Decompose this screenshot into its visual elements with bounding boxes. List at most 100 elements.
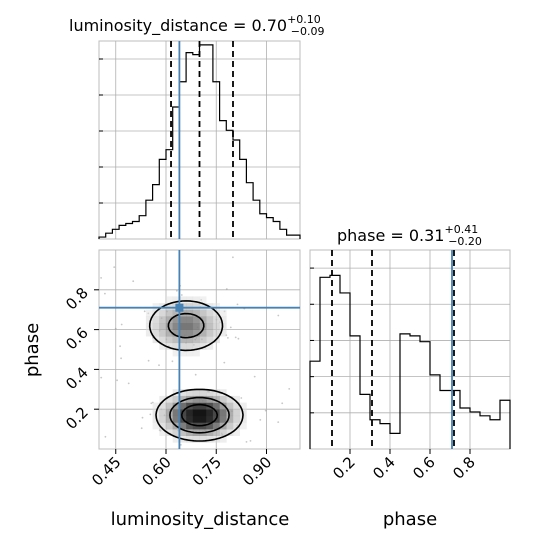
joint-density-cell <box>192 323 200 330</box>
joint-scatter-point <box>119 345 121 348</box>
joint-density-cell <box>172 329 180 337</box>
joint-density-cell <box>179 389 187 397</box>
joint-scatter-point <box>200 299 203 301</box>
joint-scatter-point <box>140 427 143 430</box>
joint-density-cell <box>166 323 173 330</box>
joint-density-cell <box>199 415 207 423</box>
joint-density-cell <box>212 429 220 436</box>
joint-density-cell <box>192 389 200 397</box>
joint-scatter-point <box>277 314 280 317</box>
phase-hist-frame <box>309 249 511 450</box>
ph-title-plus: +0.41 <box>444 223 478 236</box>
joint-density-cell <box>212 323 220 330</box>
joint-xtick-label-1: 0.60 <box>138 453 174 489</box>
joint-density-cell <box>199 402 207 410</box>
phase-hist-step <box>309 274 511 449</box>
joint-scatter-point <box>245 441 248 443</box>
phase-xtick-label-1: 0.4 <box>369 453 399 483</box>
joint-density-cell <box>166 329 173 337</box>
joint-scatter-point <box>194 373 197 376</box>
ph-title-param: phase <box>337 226 385 245</box>
phase-xtick-label-2: 0.6 <box>409 453 439 483</box>
joint-scatter-point <box>114 327 117 330</box>
joint-density-cell <box>166 402 173 410</box>
joint-density-cell <box>239 422 247 430</box>
joint-density-cell <box>159 309 167 317</box>
joint-density-cell <box>192 409 200 417</box>
joint-xtick-label-2: 0.75 <box>189 453 225 489</box>
joint-scatter-point <box>223 310 226 313</box>
joint-density-cell <box>226 402 234 410</box>
joint-scatter-point <box>104 435 107 438</box>
joint-density-cell <box>159 415 167 423</box>
joint-density-cell <box>199 296 207 304</box>
joint-density-cell <box>172 395 180 403</box>
joint-scatter-point <box>150 402 153 405</box>
joint-density-cell <box>159 422 167 430</box>
ld-title-eq: = <box>228 16 252 35</box>
joint-density-cell <box>219 435 227 443</box>
phase-xtick-label-0: 0.2 <box>329 453 359 483</box>
joint-density-cell <box>166 303 173 310</box>
joint-scatter-point <box>240 397 243 399</box>
joint-density-cell <box>172 349 180 357</box>
phase-x-axis-label: phase <box>383 509 437 530</box>
joint-scatter-point <box>259 419 262 421</box>
joint-density-cell <box>206 316 214 324</box>
phase-hist-panel: 0.2 0.4 0.6 0.8 phase = 0.31+0.41 −0.20 phas… <box>309 223 511 530</box>
joint-contour-1 <box>167 312 230 434</box>
joint-scatter-point <box>277 421 280 423</box>
joint-density-cell <box>186 422 194 430</box>
joint-density-cell <box>166 309 173 317</box>
joint-scatter-point <box>158 364 160 367</box>
joint-ytick-label-0: 0.2 <box>62 403 92 433</box>
joint-density-cell <box>233 409 240 417</box>
joint-density-cell <box>159 429 167 436</box>
joint-density-cell <box>152 309 160 317</box>
joint-density-cell <box>199 309 207 317</box>
joint-density-cell <box>152 316 160 324</box>
joint-density-cell <box>179 402 187 410</box>
joint-density-cell <box>219 429 227 436</box>
joint-density-cell <box>172 415 180 423</box>
joint-scatter-point <box>237 337 240 340</box>
joint-density-cell <box>186 349 194 357</box>
joint-scatter-point <box>113 266 116 268</box>
ld-hist-step <box>98 44 301 239</box>
joint-ytick-label-1: 0.4 <box>62 364 92 394</box>
ph-title-minus: −0.20 <box>448 235 482 248</box>
joint-density-cell <box>159 316 167 324</box>
joint-contour-0 <box>148 300 244 442</box>
joint-density-cell <box>219 402 227 410</box>
joint-density-cell <box>166 336 173 344</box>
joint-scatter-point <box>180 294 183 296</box>
phase-xtick-label-3: 0.8 <box>449 453 479 483</box>
joint-density-cell <box>199 435 207 443</box>
joint-density-cell <box>233 395 240 403</box>
ld-hist-marks <box>98 41 301 239</box>
joint-density-cell <box>206 389 214 397</box>
joint-scatter-point <box>100 277 102 279</box>
joint-ytick-label-2: 0.6 <box>62 324 92 354</box>
joint-density-cell <box>172 409 180 417</box>
joint-density-cell <box>219 395 227 403</box>
joint-density-cell <box>172 296 180 304</box>
joint-density-cell <box>206 309 214 317</box>
joint-scatter-point <box>120 357 122 360</box>
joint-density-cell <box>179 296 187 304</box>
joint-density-cell <box>166 296 173 304</box>
joint-scatter-point <box>236 303 239 306</box>
joint-density-cell <box>179 349 187 357</box>
joint-density-cell <box>226 422 234 430</box>
joint-scatter-point <box>234 336 237 339</box>
joint-scatter-point <box>249 440 252 442</box>
ld-hist-panel: luminosity_distance = 0.70+0.10 −0.09 <box>69 13 325 240</box>
joint-scatter-point <box>120 323 123 326</box>
joint-scatter-point <box>147 359 150 362</box>
joint-density-cell <box>199 329 207 337</box>
joint-scatter-point <box>100 376 103 379</box>
joint-scatter-point <box>151 401 154 404</box>
joint-density-cell <box>192 336 200 344</box>
joint-density-cell <box>219 409 227 417</box>
